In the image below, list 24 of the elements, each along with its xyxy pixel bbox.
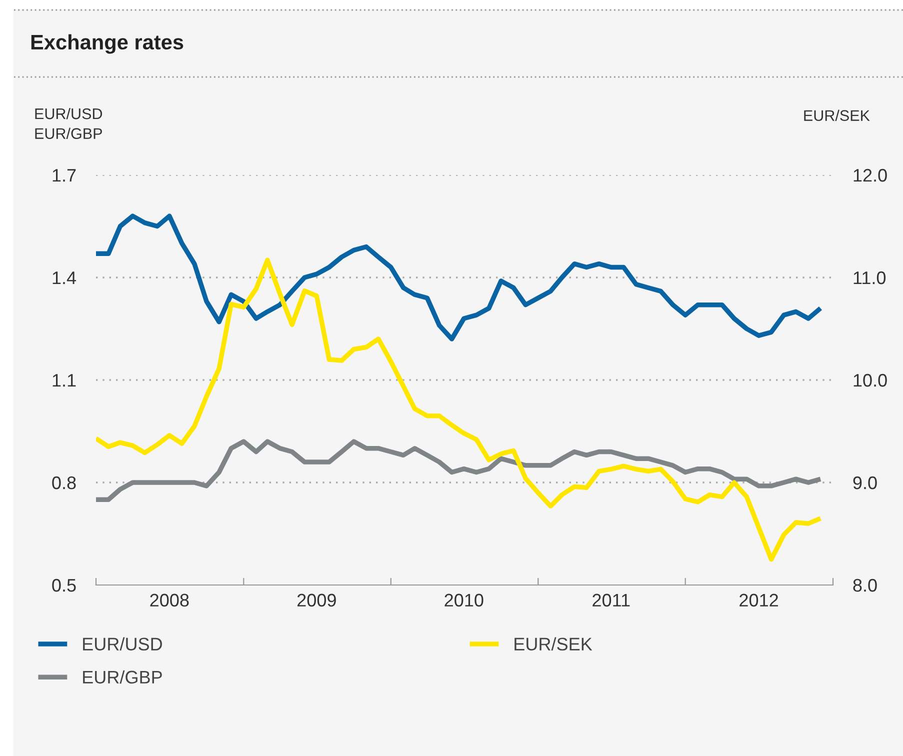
- line-series: [96, 258, 823, 562]
- legend-label: EUR/SEK: [514, 637, 592, 651]
- y-tick-label: 0.8: [52, 476, 76, 490]
- legend-label: EUR/USD: [83, 637, 162, 651]
- y-tick-label: 1.4: [52, 272, 76, 284]
- x-tick-label: 2011: [592, 594, 630, 607]
- y-tick-label: 1.7: [52, 169, 76, 182]
- x-tick-label: 2008: [150, 594, 189, 607]
- x-tick-label: 2009: [297, 594, 336, 607]
- line-series: [96, 214, 823, 342]
- x-tick-label: 2012: [740, 594, 778, 607]
- y2-tick-label: 12.0: [854, 168, 887, 182]
- y2-axis-title: EUR/SEK: [804, 110, 870, 121]
- y2-tick-label: 10.0: [854, 374, 887, 387]
- legend-label: EUR/GBP: [83, 670, 162, 684]
- y-tick-label: 0.5: [52, 578, 76, 592]
- y-tick-label: 1.1: [52, 374, 76, 387]
- x-tick-label: 2010: [444, 594, 484, 607]
- y2-tick-label: 8.0: [853, 578, 877, 592]
- y2-tick-label: 9.0: [853, 476, 877, 490]
- y2-tick-label: 11.0: [854, 271, 886, 284]
- line-series: [96, 439, 823, 502]
- chart-title: Exchange rates: [31, 34, 184, 54]
- y-axis-title: EUR/USD EUR/GBP: [35, 108, 102, 139]
